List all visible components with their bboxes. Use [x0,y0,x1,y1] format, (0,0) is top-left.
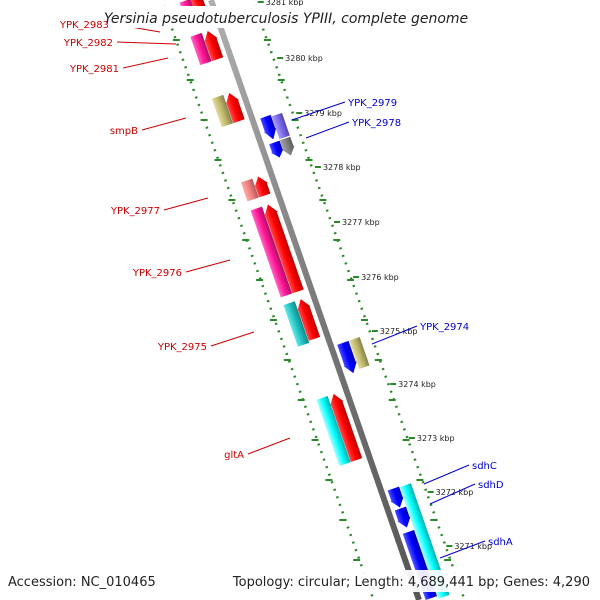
title-background [110,6,490,28]
gene-label-forward: YPK_2981 [69,64,119,75]
gene-label-forward: smpB [110,126,138,137]
gene-smpb-khaki [211,94,234,128]
label-leader-line [439,540,486,559]
gene-label-reverse: sdhD [478,480,504,491]
gene-label-reverse: YPK_2974 [419,322,469,333]
gene-ypk2974 [337,340,357,374]
gene-sdhd [394,506,411,528]
gene-ypk2982 [190,32,212,66]
gene-label-reverse: YPK_2979 [347,98,397,109]
map-title: Yersinia pseudotuberculosis YPIII, compl… [104,11,468,27]
label-leader-line [305,121,350,139]
gene-label-reverse: YPK_2978 [351,118,401,129]
footer-background [0,570,600,592]
gene-ypk2974-khaki [349,337,370,369]
kbp-labels: 3281 kbp 3280 kbp 3279 kbp 3278 kbp 3277 kbp… [257,0,492,551]
gene-ypk2978-b [279,136,295,156]
kbp-label: 3274 kbp [398,380,436,389]
label-leader-line [423,464,470,485]
gene-sdhc [387,486,404,508]
gene-ypk2979-b [269,140,284,158]
label-leader-line [247,437,291,455]
gene-ypk2977 [254,176,271,198]
gene-ypk2979 [260,114,277,140]
gene-ypk2975 [283,301,310,347]
kbp-label: 3273 kbp [417,434,455,443]
kbp-label: 3279 kbp [304,109,342,118]
gene-ypk2978 [271,112,290,140]
label-leader-line [429,483,476,505]
label-leader-line [116,41,177,45]
inner-dotted-track [253,5,466,600]
label-leader-line [371,325,418,345]
gene-label-forward: YPK_2977 [110,206,160,217]
gene-sdha-cyan [399,483,450,599]
gene-ypk2981 [204,30,224,62]
label-leader-line [141,117,187,131]
accession-text: Accession: NC_010465 [8,575,156,590]
topology-text: Topology: circular; Length: 4,689,441 bp… [232,575,590,590]
gene-glta-red [330,393,363,463]
label-leader-line [163,197,209,211]
gene-smpb [225,92,245,124]
gene-glta [316,395,351,467]
kbp-label: 3276 kbp [361,273,399,282]
kbp-label: 3271 kbp [454,542,492,551]
kbp-label: 3277 kbp [342,218,380,227]
gene-label-forward: YPK_2982 [63,38,113,49]
kbp-label: 3280 kbp [285,54,323,63]
gene-ypk2975-red [297,299,321,341]
gene-ypk2976-red [264,204,304,294]
kbp-label: 3278 kbp [323,163,361,172]
label-leader-lines [112,23,486,559]
gene-label-forward: YPK_2975 [157,342,207,353]
outer-dotted-track [162,5,375,600]
label-leader-line [291,101,346,121]
kbp-label: 3272 kbp [436,488,474,497]
gene-labels: YPK_2983 YPK_2982 YPK_2981 smpB YPK_2977 YPK_… [59,20,513,548]
gene-label-forward: YPK_2976 [132,268,182,279]
gene-ypk2976 [250,206,293,298]
gene-ypk2977-salmon [240,178,259,202]
gene-label-forward: gltA [224,450,244,461]
label-leader-line [122,57,169,69]
label-leader-line [185,259,231,273]
gene-label-reverse: sdhA [488,537,513,548]
gene-label-reverse: sdhC [472,461,497,472]
kbp-label: 3275 kbp [380,327,418,336]
genome-backbone [208,0,422,600]
kbp-label: 3281 kbp [266,0,304,7]
label-leader-line [210,331,255,347]
gene-label-forward: YPK_2983 [59,20,109,31]
